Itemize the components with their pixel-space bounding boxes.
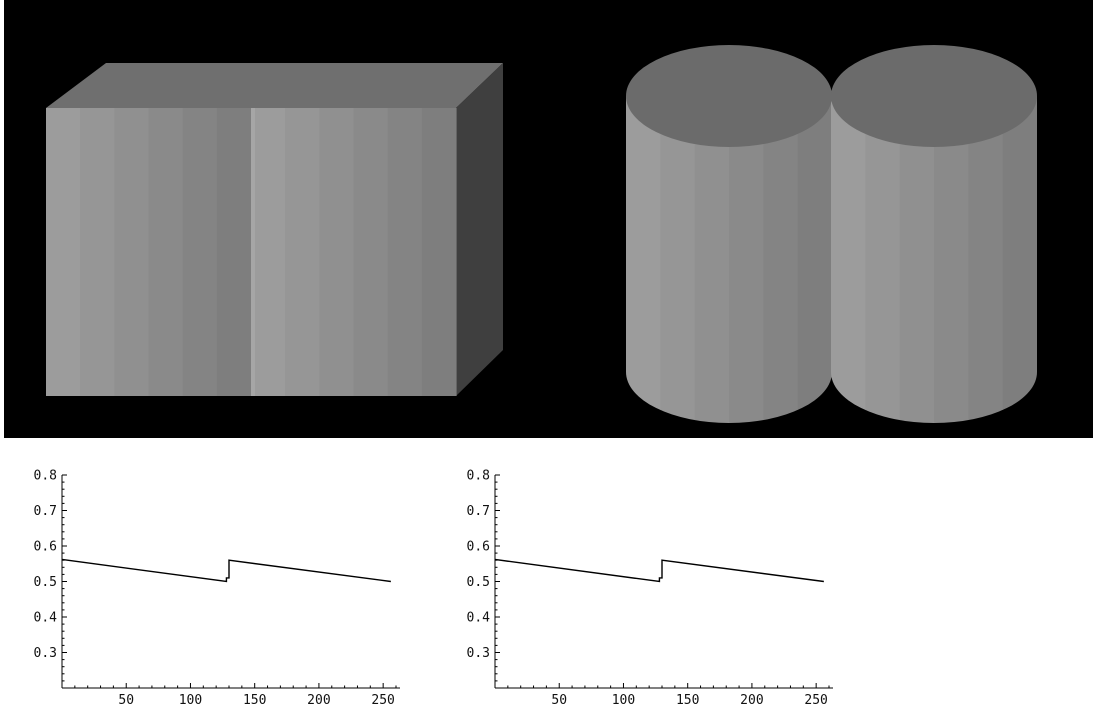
x-tick-label: 100 (612, 693, 635, 708)
y-tick-label: 0.7 (34, 504, 57, 519)
chart-tick-labels: 50 100 150 200 250 0.3 0.4 0.5 0.6 0.7 0.8 (34, 469, 395, 709)
line-chart-left: 50 100 150 200 250 0.3 0.4 0.5 0.6 0.7 0.8 (34, 469, 400, 709)
y-tick-label: 0.7 (467, 504, 490, 519)
box-front-stripe (182, 108, 218, 396)
cylinder-stripe (865, 96, 901, 423)
cylinder-stripe (968, 96, 1004, 423)
box-front-stripe (387, 108, 423, 396)
chart-axes (61, 475, 400, 689)
y-tick-label: 0.8 (467, 469, 490, 484)
cylinder-stripe (660, 96, 696, 423)
box-front-stripe (285, 108, 320, 396)
box-top-face (46, 63, 503, 108)
box-front-stripe (251, 108, 286, 396)
series-line (61, 558, 391, 583)
box-front-stripe (421, 108, 457, 396)
chart-ticks (62, 474, 397, 688)
y-tick-label: 0.6 (34, 540, 57, 555)
box-side-face (456, 63, 503, 396)
y-tick-label: 0.3 (34, 646, 57, 661)
cylinder-stripe (934, 96, 969, 423)
y-tick-label: 0.4 (467, 611, 491, 626)
cylinder-pair-3d (626, 45, 1037, 423)
cylinder-stripe (694, 96, 730, 423)
box-front-stripe (46, 108, 81, 396)
x-tick-label: 150 (243, 693, 266, 708)
cylinder-stripe (831, 96, 866, 423)
chart-axes (494, 475, 833, 689)
box-3d (46, 63, 503, 396)
cylinder-stripe (626, 96, 661, 423)
cylinder-stripe (763, 96, 799, 423)
x-tick-label: 100 (179, 693, 202, 708)
right-cylinder-top (831, 45, 1037, 147)
box-front-face (46, 108, 457, 396)
chart-ticks (495, 474, 830, 688)
box-front-stripe (353, 108, 389, 396)
series-line (494, 558, 824, 583)
rendered-3d-scene (4, 0, 1093, 438)
x-tick-label: 50 (118, 693, 134, 708)
cylinder-stripe (797, 96, 832, 423)
y-tick-label: 0.5 (467, 575, 490, 590)
x-tick-label: 250 (371, 693, 394, 708)
box-front-stripe (319, 108, 355, 396)
y-tick-label: 0.4 (34, 611, 58, 626)
cylinder-stripe (729, 96, 764, 423)
box-front-stripe (216, 108, 252, 396)
cylinder-stripe (1002, 96, 1037, 423)
line-chart-right: 50 100 150 200 250 0.3 0.4 0.5 0.6 0.7 0.8 (467, 469, 833, 709)
x-tick-label: 50 (551, 693, 567, 708)
chart-tick-labels: 50 100 150 200 250 0.3 0.4 0.5 0.6 0.7 0.8 (467, 469, 828, 709)
box-front-stripe (114, 108, 150, 396)
y-tick-label: 0.8 (34, 469, 57, 484)
box-front-highlight (251, 108, 255, 396)
cylinder-stripe (899, 96, 935, 423)
box-front-stripe (148, 108, 184, 396)
left-cylinder-top (626, 45, 832, 147)
right-cylinder-body (831, 96, 1037, 423)
x-tick-label: 150 (676, 693, 699, 708)
y-tick-label: 0.6 (467, 540, 490, 555)
left-cylinder-body (626, 96, 832, 423)
x-tick-label: 200 (740, 693, 763, 708)
chart-series (494, 558, 824, 583)
y-tick-label: 0.3 (467, 646, 490, 661)
chart-series (61, 558, 391, 583)
x-tick-label: 200 (307, 693, 330, 708)
y-tick-label: 0.5 (34, 575, 57, 590)
box-front-stripe (80, 108, 115, 396)
x-tick-label: 250 (804, 693, 827, 708)
